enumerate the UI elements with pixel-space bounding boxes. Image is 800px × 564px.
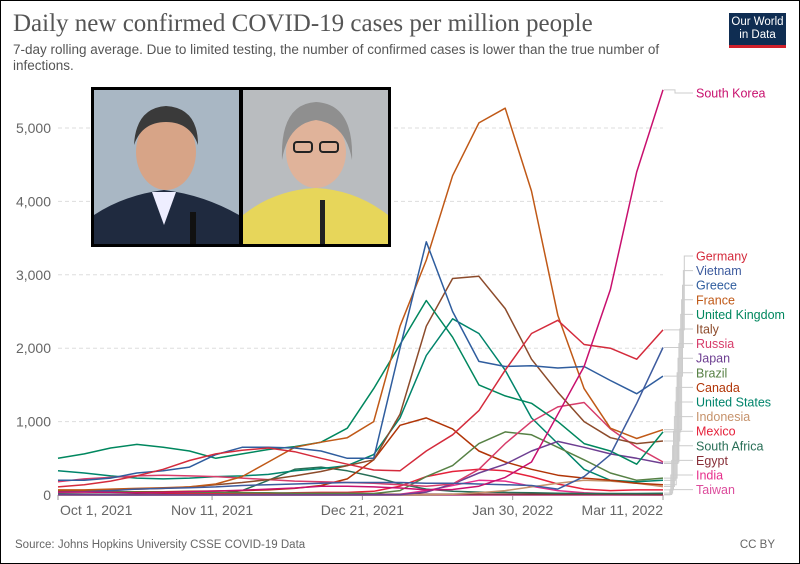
legend-label-mexico: Mexico [696,425,736,439]
legend-label-india: India [696,469,723,483]
legend-connector [664,445,693,494]
chart-title: Daily new confirmed COVID-19 cases per m… [13,10,593,37]
legend-label-united-states: United States [696,396,771,410]
legend-connector [664,386,693,486]
legend-label-egypt: Egypt [696,454,728,468]
legend-label-france: France [696,293,735,307]
legend-connector [664,401,693,481]
owid-logo[interactable]: Our World in Data [729,13,786,48]
series-line-united-kingdom [57,299,664,465]
x-tick-label: Oct 1, 2021 [60,502,133,518]
source-note: Source: Johns Hopkins University CSSE CO… [15,539,306,551]
y-tick-label: 1,000 [16,414,51,430]
legend-label-south-africa: South Africa [696,439,763,453]
x-tick-label: Dec 21, 2021 [321,502,404,518]
legend-label-indonesia: Indonesia [696,410,750,424]
legend-label-south-korea: South Korea [696,87,766,101]
y-tick-label: 0 [43,487,51,503]
legend-label-taiwan: Taiwan [696,483,735,497]
legend-label-united-kingdom: United Kingdom [696,308,785,322]
legend-label-russia: Russia [696,337,734,351]
y-tick-label: 2,000 [16,340,51,356]
legend-label-germany: Germany [696,250,748,264]
legend-connector [664,328,693,442]
legend-label-italy: Italy [696,323,720,337]
legend-label-vietnam: Vietnam [696,264,742,278]
license-link[interactable]: CC BY [739,539,775,551]
legend-label-canada: Canada [696,381,740,395]
x-tick-label: Nov 11, 2021 [171,502,253,518]
legend-connector [664,489,693,496]
legend-connector [664,89,693,94]
legend-label-japan: Japan [696,352,730,366]
legend-label-greece: Greece [696,279,737,293]
series-line-germany [57,319,664,488]
series-line-united-states [57,318,664,483]
chart-subtitle: 7-day rolling average. Due to limited te… [13,42,660,73]
legend-connector [664,299,693,431]
y-tick-label: 3,000 [16,267,51,283]
legend-connector [664,357,693,464]
legend-connector [664,255,693,331]
y-tick-label: 4,000 [16,193,51,209]
x-tick-label: Mar 11, 2022 [582,502,664,518]
x-tick-label: Jan 30, 2022 [472,502,553,518]
legend-label-brazil: Brazil [696,366,727,380]
series-line-south-korea [58,89,664,494]
series-line-vietnam [57,347,664,493]
logo-text: Our World in Data [731,16,784,41]
y-tick-label: 5,000 [16,120,51,136]
legend-connector [664,284,693,377]
series-line-japan [57,440,664,496]
photo-two-officials [91,87,391,247]
legend-connector [664,416,693,488]
legend-connector [664,270,693,348]
